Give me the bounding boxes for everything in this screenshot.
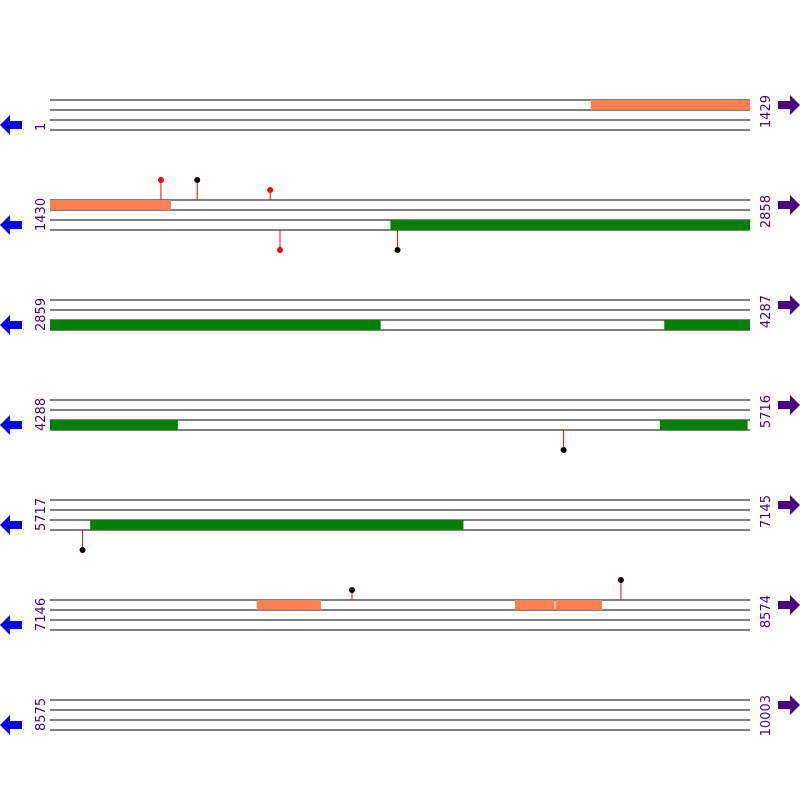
row-end-label: 8574: [759, 595, 774, 628]
sequence-row: 5717 7145: [0, 495, 800, 553]
row-start-label: 1430: [34, 198, 49, 231]
right-arrow-icon: [778, 695, 800, 715]
reverse-feature: [664, 320, 750, 330]
row-end-label: 5716: [759, 395, 774, 428]
row-start-label: 2859: [34, 298, 49, 331]
reverse-feature: [50, 420, 178, 430]
marker-dot-black: [79, 547, 86, 553]
sequence-row: 1430 2858: [0, 177, 800, 253]
left-arrow-icon: [0, 615, 22, 635]
right-arrow-icon: [778, 495, 800, 515]
row-start-label: 1: [34, 123, 49, 131]
forward-feature: [590, 100, 750, 110]
row-end-label: 7145: [759, 495, 774, 528]
left-arrow-icon: [0, 515, 22, 535]
row-start-label: 8575: [34, 698, 49, 731]
marker-dot-black: [560, 447, 567, 453]
right-arrow-icon: [778, 595, 800, 615]
marker-dot-red: [276, 247, 283, 253]
forward-feature: [256, 600, 321, 610]
forward-feature: [514, 600, 555, 610]
row-end-label: 4287: [759, 295, 774, 328]
row-start-label: 4288: [34, 398, 49, 431]
marker-dot-red: [157, 177, 164, 183]
marker-dot-black: [194, 177, 201, 183]
right-arrow-icon: [778, 195, 800, 215]
marker-dot-black: [617, 577, 624, 583]
left-arrow-icon: [0, 315, 22, 335]
left-arrow-icon: [0, 215, 22, 235]
row-end-label: 10003: [759, 695, 774, 736]
sequence-row: 8575 10003: [0, 695, 800, 736]
reverse-feature: [50, 320, 381, 330]
forward-feature: [555, 600, 603, 610]
left-arrow-icon: [0, 115, 22, 135]
row-start-label: 7146: [34, 598, 49, 631]
sequence-row: 7146 8574: [0, 577, 800, 635]
reverse-feature: [659, 420, 748, 430]
row-end-label: 2858: [759, 195, 774, 228]
forward-feature: [50, 200, 171, 210]
marker-dot-red: [267, 187, 274, 193]
marker-dot-black: [348, 587, 355, 593]
reverse-feature: [390, 220, 750, 230]
right-arrow-icon: [778, 395, 800, 415]
left-arrow-icon: [0, 415, 22, 435]
left-arrow-icon: [0, 715, 22, 735]
sequence-row: 2859 4287: [0, 295, 800, 335]
row-end-label: 1429: [759, 95, 774, 128]
sequence-row: 1 1429: [0, 95, 800, 135]
marker-dot-black: [394, 247, 401, 253]
sequence-row: 4288 5716: [0, 395, 800, 453]
reverse-feature: [90, 520, 464, 530]
right-arrow-icon: [778, 95, 800, 115]
row-start-label: 5717: [34, 498, 49, 531]
right-arrow-icon: [778, 295, 800, 315]
